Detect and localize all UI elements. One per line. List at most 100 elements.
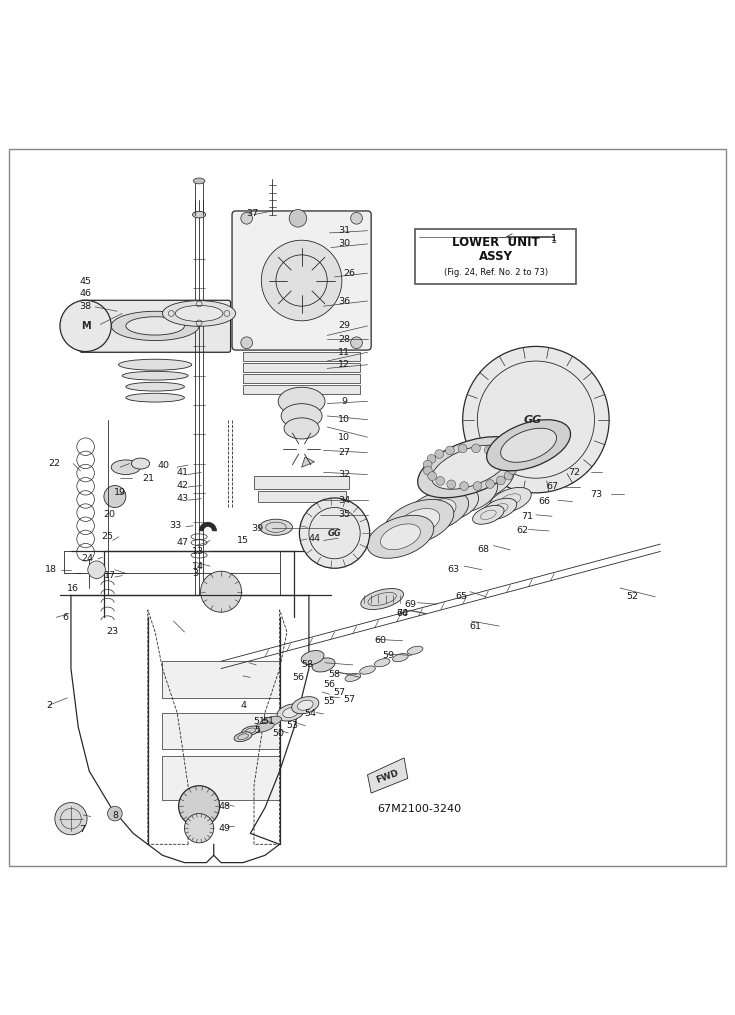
Text: 57: 57 [334, 687, 345, 696]
Text: 24: 24 [82, 554, 94, 563]
Text: 31: 31 [338, 226, 350, 235]
Text: 37: 37 [245, 209, 258, 217]
Circle shape [435, 450, 444, 459]
Ellipse shape [111, 312, 199, 341]
Text: 9: 9 [341, 397, 347, 406]
Circle shape [504, 471, 513, 480]
Circle shape [495, 450, 504, 458]
Ellipse shape [193, 178, 205, 184]
Ellipse shape [175, 306, 223, 322]
FancyBboxPatch shape [243, 363, 360, 373]
Text: 58: 58 [301, 661, 313, 670]
Text: 62: 62 [517, 527, 528, 536]
Circle shape [428, 472, 437, 480]
Circle shape [508, 460, 517, 468]
Text: 64: 64 [397, 609, 409, 618]
Ellipse shape [284, 418, 319, 438]
Circle shape [241, 337, 253, 348]
Text: 22: 22 [48, 459, 60, 468]
Circle shape [496, 476, 505, 485]
Ellipse shape [487, 420, 570, 471]
Circle shape [201, 571, 242, 612]
Ellipse shape [283, 707, 298, 718]
Text: 53: 53 [287, 722, 299, 730]
Circle shape [107, 806, 122, 821]
Ellipse shape [448, 456, 514, 501]
Text: 70: 70 [397, 609, 409, 618]
Text: 33: 33 [170, 522, 182, 530]
Text: 44: 44 [309, 534, 320, 543]
Text: 45: 45 [79, 277, 92, 286]
Circle shape [55, 803, 87, 834]
Circle shape [262, 241, 342, 321]
Ellipse shape [417, 436, 523, 497]
FancyBboxPatch shape [243, 352, 360, 361]
Ellipse shape [259, 520, 293, 535]
Circle shape [87, 561, 105, 579]
Text: 56: 56 [323, 680, 335, 689]
Ellipse shape [241, 726, 259, 736]
Circle shape [486, 480, 495, 488]
Text: 10: 10 [338, 415, 350, 424]
Text: 38: 38 [79, 302, 92, 312]
Text: 40: 40 [158, 461, 170, 470]
Text: 15: 15 [237, 536, 249, 545]
Text: 20: 20 [104, 511, 115, 520]
Ellipse shape [345, 673, 361, 681]
Circle shape [427, 455, 436, 463]
Circle shape [351, 212, 362, 224]
Text: 66: 66 [539, 497, 551, 506]
FancyBboxPatch shape [162, 756, 279, 801]
Text: 5: 5 [254, 727, 261, 735]
Text: 58: 58 [329, 670, 340, 679]
Ellipse shape [384, 499, 453, 545]
Text: 54: 54 [304, 709, 316, 719]
Text: 65: 65 [455, 593, 467, 601]
Text: 51: 51 [262, 717, 275, 726]
Text: (Fig. 24, Ref. No. 2 to 73): (Fig. 24, Ref. No. 2 to 73) [444, 268, 548, 277]
Circle shape [60, 300, 111, 351]
Circle shape [351, 337, 362, 348]
Text: 43: 43 [177, 494, 189, 503]
Text: 52: 52 [626, 593, 639, 601]
Ellipse shape [374, 659, 390, 667]
Text: 18: 18 [45, 565, 57, 574]
Text: 68: 68 [477, 545, 490, 554]
Ellipse shape [278, 388, 325, 415]
Text: 35: 35 [338, 511, 350, 520]
Ellipse shape [367, 516, 434, 558]
Text: 13: 13 [192, 547, 204, 556]
Text: 57: 57 [343, 695, 355, 703]
Text: 67M2100-3240: 67M2100-3240 [377, 804, 461, 814]
FancyBboxPatch shape [232, 211, 371, 350]
Ellipse shape [260, 717, 282, 727]
Ellipse shape [482, 498, 517, 520]
Ellipse shape [118, 359, 192, 370]
Text: 71: 71 [521, 512, 533, 521]
Circle shape [289, 209, 306, 227]
FancyBboxPatch shape [79, 300, 231, 352]
Text: 73: 73 [590, 490, 602, 498]
Text: 16: 16 [67, 584, 79, 593]
Ellipse shape [277, 704, 304, 721]
Text: GG: GG [328, 529, 342, 538]
Text: 1: 1 [551, 235, 557, 245]
Circle shape [423, 466, 432, 475]
Text: 25: 25 [101, 532, 114, 541]
Ellipse shape [281, 404, 322, 428]
Text: 28: 28 [338, 335, 350, 344]
Text: 48: 48 [219, 802, 231, 811]
FancyBboxPatch shape [162, 661, 279, 698]
Ellipse shape [193, 211, 206, 218]
Text: 17: 17 [104, 571, 115, 581]
Ellipse shape [111, 460, 140, 475]
Text: 41: 41 [177, 468, 189, 477]
Ellipse shape [132, 458, 150, 469]
Circle shape [423, 460, 432, 469]
Ellipse shape [162, 300, 236, 326]
Circle shape [241, 212, 253, 224]
Ellipse shape [122, 371, 188, 380]
Ellipse shape [292, 696, 319, 714]
Text: 7: 7 [79, 825, 85, 834]
Ellipse shape [359, 666, 376, 674]
